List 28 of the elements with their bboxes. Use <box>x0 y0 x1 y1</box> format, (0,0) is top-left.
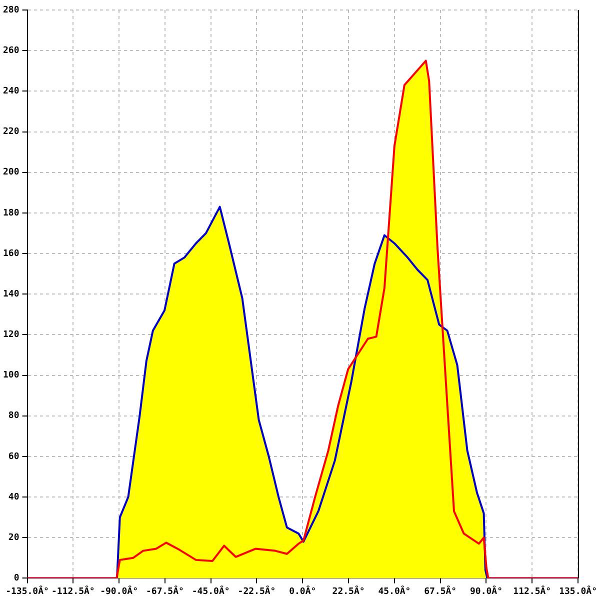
x-tick-label: 22.5Â° <box>332 584 365 597</box>
x-tick-label: 90.0Â° <box>470 584 502 597</box>
y-tick-label: 280 <box>2 5 20 16</box>
y-tick-label: 0 <box>14 574 20 584</box>
y-tick-label: 60 <box>8 452 20 462</box>
y-tick-label: 260 <box>2 46 20 56</box>
y-tick-label: 200 <box>2 168 20 178</box>
y-tick-label: 140 <box>2 289 20 300</box>
x-tick-label: 0.0Â° <box>289 584 316 597</box>
y-tick-label: 160 <box>2 248 20 259</box>
y-tick-label: 100 <box>2 370 20 381</box>
x-tick-label: 112.5Â° <box>513 584 552 597</box>
x-tick-label: -135.0Â° <box>6 584 49 597</box>
x-tick-label: 45.0Â° <box>378 584 411 597</box>
x-tick-label: 135.0Â° <box>559 584 598 597</box>
y-tick-label: 220 <box>2 127 20 138</box>
x-tick-label: -22.5Â° <box>238 584 276 597</box>
y-tick-label: 20 <box>8 532 20 543</box>
y-tick-label: 120 <box>2 330 20 340</box>
x-tick-label: -90.0Â° <box>100 584 138 597</box>
y-tick-label: 40 <box>8 492 20 502</box>
y-tick-label: 240 <box>2 86 20 97</box>
y-tick-label: 80 <box>8 411 20 422</box>
x-tick-label: -112.5Â° <box>51 584 95 597</box>
x-tick-label: -67.5Â° <box>146 584 184 597</box>
x-tick-label: -45.0Â° <box>192 584 230 597</box>
x-tick-label: 67.5Â° <box>424 584 457 597</box>
y-tick-label: 180 <box>2 208 20 218</box>
